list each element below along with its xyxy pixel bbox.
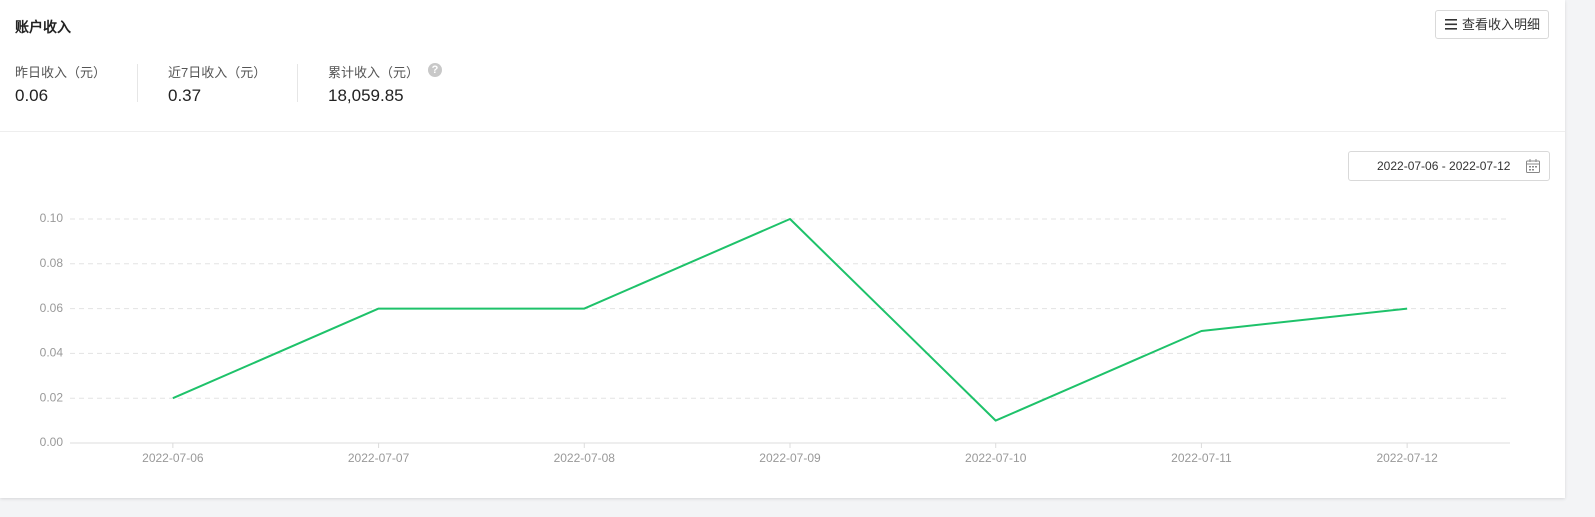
y-tick-label: 0.08 xyxy=(40,256,64,270)
view-details-button[interactable]: 查看收入明细 xyxy=(1435,10,1549,39)
data-line xyxy=(172,218,1408,422)
separator xyxy=(0,131,1565,132)
help-icon[interactable]: ? xyxy=(428,63,442,77)
y-tick-label: 0.04 xyxy=(40,346,64,360)
y-tick-label: 0.06 xyxy=(40,301,64,315)
y-tick-label: 0.10 xyxy=(40,211,64,225)
x-tick-label: 2022-07-10 xyxy=(965,451,1027,465)
divider xyxy=(137,64,138,102)
divider xyxy=(297,64,298,102)
calendar-icon xyxy=(1526,159,1540,173)
stat-value: 18,059.85 xyxy=(328,86,404,105)
stat-value: 0.37 xyxy=(168,86,202,105)
stat-label: 近7日收入（元） xyxy=(168,65,267,80)
date-range-text[interactable]: 2022-07-06 - 2022-07-12 xyxy=(1377,159,1511,173)
button-label[interactable]: 查看收入明细 xyxy=(1462,17,1541,32)
stat-value: 0.06 xyxy=(15,86,49,105)
x-tick-label: 2022-07-11 xyxy=(1171,451,1232,465)
x-tick-label: 2022-07-08 xyxy=(554,451,616,465)
income-card: 账户收入 查看收入明细 昨日收入（元） 0.06 近7日收入（元） 0.37 累… xyxy=(0,0,1565,498)
stat-label: 昨日收入（元） xyxy=(15,65,107,80)
card-title: 账户收入 xyxy=(15,19,71,35)
stat-label: 累计收入（元） xyxy=(328,65,420,80)
x-tick-label: 2022-07-07 xyxy=(348,451,410,465)
menu-icon xyxy=(1445,19,1457,30)
y-tick-label: 0.02 xyxy=(40,390,64,404)
x-tick-label: 2022-07-06 xyxy=(142,451,204,465)
y-tick-label: 0.00 xyxy=(40,435,64,449)
line-chart: 0.00 0.02 0.04 0.06 0.08 0.10 2022-07-06 2022-0… xyxy=(40,211,1510,465)
x-tick-label: 2022-07-09 xyxy=(759,451,821,465)
date-range-picker[interactable]: 2022-07-06 - 2022-07-12 xyxy=(1348,151,1550,181)
x-tick-label: 2022-07-12 xyxy=(1376,451,1438,465)
